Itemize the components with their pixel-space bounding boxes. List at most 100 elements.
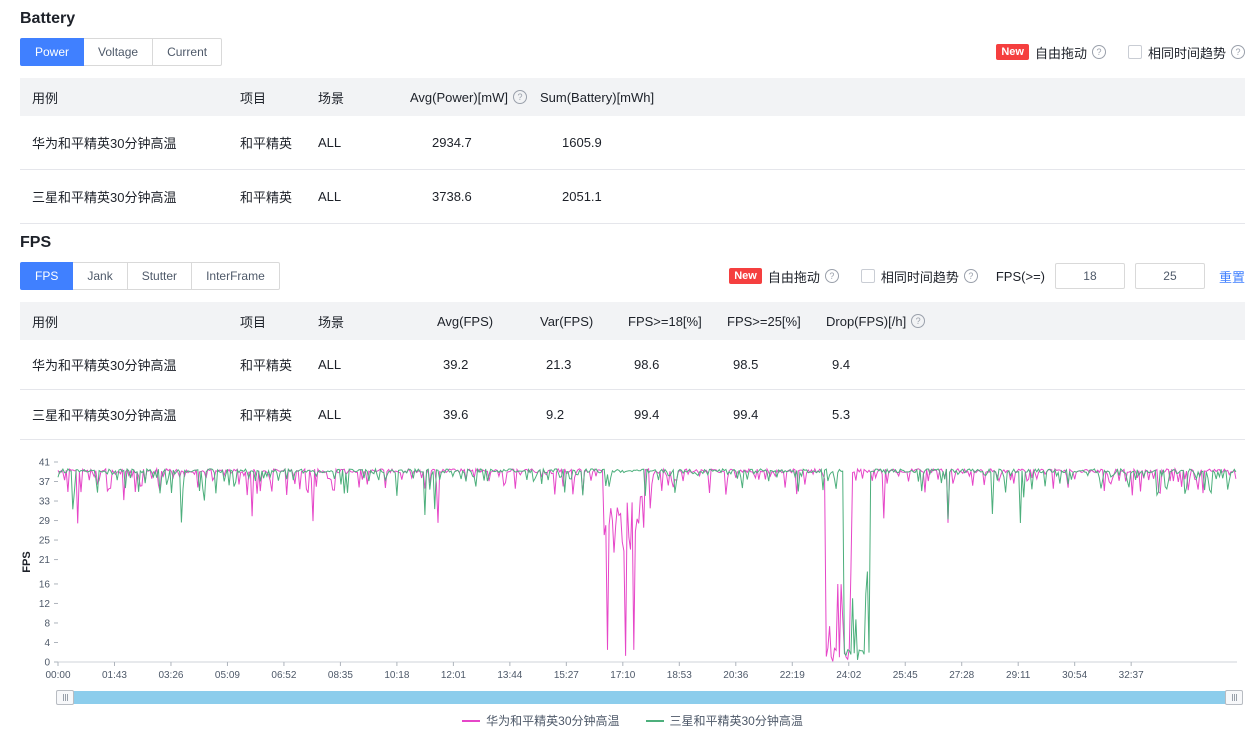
col-header: Avg(FPS) [437,313,494,329]
svg-text:13:44: 13:44 [497,670,522,681]
cell-usecase: 三星和平精英30分钟高温 [32,190,177,205]
svg-text:01:43: 01:43 [102,670,127,681]
col-header: Avg(Power)[mW] [410,90,540,105]
cell-fps-ge18: 99.4 [634,407,660,422]
help-icon[interactable] [911,314,926,328]
svg-text:18:53: 18:53 [667,670,692,681]
cell-avg-fps: 39.2 [443,357,469,372]
col-header: 项目 [240,314,267,330]
svg-text:21: 21 [39,555,51,566]
col-header-label: Drop(FPS)[/h] [826,313,907,329]
cell-var-fps: 21.3 [546,357,572,372]
table-row[interactable]: 华为和平精英30分钟高温 和平精英 ALL 39.2 21.3 98.6 98.… [20,340,1245,390]
col-header: Drop(FPS)[/h] [826,314,1245,329]
col-header-label: Avg(Power)[mW] [410,89,508,105]
svg-text:22:19: 22:19 [780,670,805,681]
reset-link[interactable]: 重置 [1218,269,1245,285]
svg-text:29: 29 [39,516,51,527]
fps-threshold-input-1[interactable] [1054,263,1125,289]
col-header: Sum(Battery)[mWh] [540,89,655,105]
legend-label: 华为和平精英30分钟高温 [486,714,620,728]
svg-text:15:27: 15:27 [554,670,579,681]
battery-title: Battery [20,10,76,27]
cell-project: 和平精英 [240,358,293,373]
help-icon[interactable] [1231,45,1245,59]
cell-project: 和平精英 [240,408,293,423]
svg-text:0: 0 [44,658,50,669]
scrollbar-handle-left[interactable] [56,690,74,705]
table-row[interactable]: 华为和平精英30分钟高温 和平精英 ALL 2934.7 1605.9 [20,116,1245,170]
legend-item[interactable]: 三星和平精英30分钟高温 [645,712,803,729]
legend-line-icon [462,719,481,722]
svg-text:24:02: 24:02 [836,670,861,681]
svg-text:20:36: 20:36 [723,670,748,681]
fps-table: 用例 项目 场景 Avg(FPS) Var(FPS) FPS>=18[%] FP… [20,302,1245,440]
cell-var-fps: 9.2 [546,407,565,422]
svg-text:08:35: 08:35 [328,670,353,681]
help-icon[interactable] [513,90,527,104]
tab-current[interactable]: Current [152,38,223,66]
help-icon[interactable] [1091,45,1106,59]
battery-tab-group: Power Voltage Current [20,38,223,66]
svg-text:33: 33 [39,497,51,508]
table-row[interactable]: 三星和平精英30分钟高温 和平精英 ALL 39.6 9.2 99.4 99.4… [20,390,1245,440]
fps-section: FPS FPS Jank Stutter InterFrame New 自由拖动… [20,224,1245,729]
svg-text:00:00: 00:00 [45,670,70,681]
svg-text:FPS: FPS [21,551,33,572]
fps-chart: FPS 0 4 8 12 16 21 25 29 33 37 41 00:00 01:43 03:26 05:… [20,454,1245,729]
new-badge: New [996,44,1029,60]
cell-avg-fps: 39.6 [443,407,469,422]
cell-fps-ge25: 98.5 [733,357,759,372]
legend-line-icon [645,719,664,722]
svg-text:30:54: 30:54 [1062,670,1087,681]
cell-scene: ALL [318,135,342,150]
cell-drop-fps: 5.3 [832,407,851,422]
cell-project: 和平精英 [240,136,293,151]
cell-sum-battery: 2051.1 [562,189,602,204]
col-header: 场景 [318,314,345,330]
svg-text:37: 37 [39,477,51,488]
cell-avg-power: 3738.6 [432,189,472,204]
svg-text:29:11: 29:11 [1006,670,1031,681]
fps-threshold-label: FPS(>=) [995,268,1045,284]
new-badge: New [729,268,762,284]
tab-fps[interactable]: FPS [20,262,74,290]
svg-text:41: 41 [39,458,51,469]
fps-threshold-input-2[interactable] [1134,263,1205,289]
fps-toolbar: FPS Jank Stutter InterFrame New 自由拖动 相同时… [20,262,1245,290]
svg-text:25: 25 [39,536,51,547]
battery-section: Battery Power Voltage Current New 自由拖动 相… [20,0,1245,224]
table-row[interactable]: 三星和平精英30分钟高温 和平精英 ALL 3738.6 2051.1 [20,170,1245,224]
same-time-trend-checkbox[interactable] [860,269,875,283]
cell-drop-fps: 9.4 [832,357,851,372]
svg-text:8: 8 [44,618,50,629]
fps-tab-group: FPS Jank Stutter InterFrame [20,262,280,290]
cell-scene: ALL [318,189,342,204]
tab-jank[interactable]: Jank [72,262,128,290]
tab-voltage[interactable]: Voltage [83,38,154,66]
col-header: 场景 [318,90,345,106]
battery-toolbar: Power Voltage Current New 自由拖动 相同时间趋势 [20,38,1245,66]
free-drag-label: 自由拖动 [1034,45,1087,61]
cell-fps-ge25: 99.4 [733,407,759,422]
tab-interframe[interactable]: InterFrame [191,262,280,290]
fps-chart-canvas[interactable]: FPS 0 4 8 12 16 21 25 29 33 37 41 00:00 01:43 03:26 05:… [20,454,1245,688]
fps-table-header: 用例 项目 场景 Avg(FPS) Var(FPS) FPS>=18[%] FP… [20,302,1245,340]
svg-text:06:52: 06:52 [271,670,296,681]
help-icon[interactable] [963,269,978,283]
scrollbar-handle-right[interactable] [1225,690,1243,705]
battery-toolbar-right: New 自由拖动 相同时间趋势 [996,43,1245,62]
col-header: FPS>=25[%] [727,313,801,329]
tab-stutter[interactable]: Stutter [126,262,193,290]
svg-text:03:26: 03:26 [158,670,183,681]
legend-item[interactable]: 华为和平精英30分钟高温 [462,712,620,729]
help-icon[interactable] [824,269,839,283]
tab-power[interactable]: Power [20,38,85,66]
cell-scene: ALL [318,357,342,372]
same-time-trend-checkbox[interactable] [1127,45,1142,59]
svg-text:4: 4 [44,638,50,649]
free-drag-label: 自由拖动 [767,269,820,285]
chart-scrollbar[interactable] [56,690,1243,705]
svg-text:16: 16 [39,579,51,590]
